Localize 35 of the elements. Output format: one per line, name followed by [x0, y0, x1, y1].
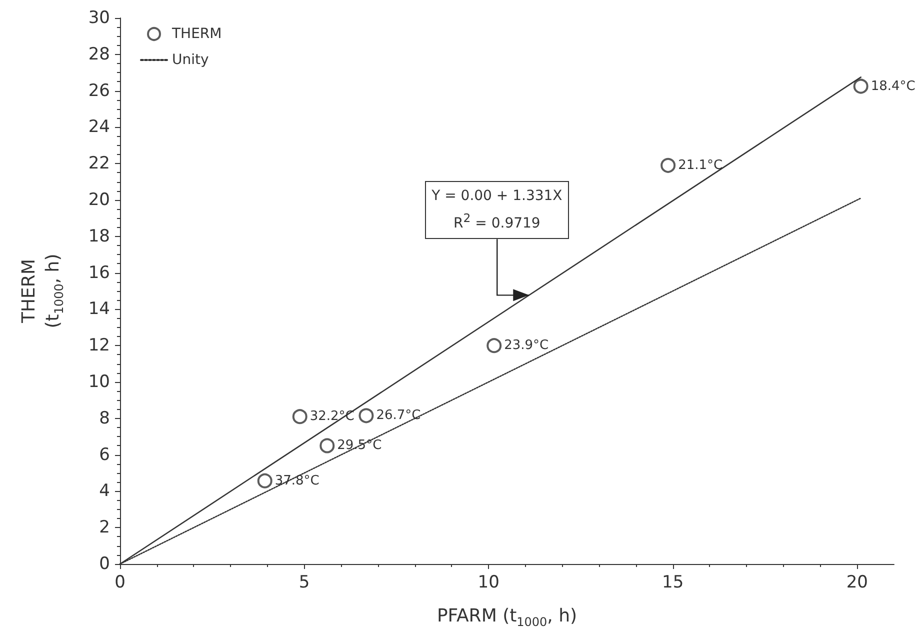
- x-tick-label: 20: [846, 572, 868, 592]
- point: [358, 408, 374, 424]
- y-tick-label: 16: [88, 262, 110, 283]
- legend-label: Unity: [172, 52, 209, 68]
- y-tick-label: 2: [99, 518, 110, 538]
- annotation: 21.1°C: [678, 158, 723, 173]
- y-tick-label: 28: [88, 44, 110, 64]
- annotation: 26.7°C: [376, 408, 421, 424]
- y-tick-label: 6: [99, 444, 110, 465]
- y-tick-label: 0: [99, 554, 110, 574]
- point: [853, 78, 868, 94]
- x-tick-label: 15: [662, 572, 684, 592]
- annotation: 23.9°C: [504, 338, 549, 354]
- annotation: Y = 0.00 + 1.331X R$^{2}$ = 0.9719: [424, 181, 570, 239]
- point: [660, 158, 676, 173]
- point: [292, 409, 308, 424]
- y-tick-label: 26: [88, 80, 110, 101]
- y-tick-label: 8: [99, 408, 110, 428]
- y-tick-label: 30: [88, 8, 110, 28]
- y-tick-label: 22: [88, 154, 110, 174]
- x-tick-label: 5: [298, 572, 310, 592]
- point: [486, 338, 502, 354]
- x-tick-label: 0: [114, 572, 126, 592]
- y-tick-label: 18: [88, 226, 110, 246]
- y-tick-label: 4: [99, 481, 110, 502]
- y-tick-label: 20: [88, 190, 110, 210]
- y-tick-label: 10: [88, 372, 110, 392]
- y-tick-label: 14: [88, 299, 110, 320]
- point: [320, 438, 335, 454]
- annotation: 18.4°C: [870, 78, 916, 94]
- x-tick-label: 10: [478, 572, 500, 592]
- point: [257, 473, 272, 488]
- y-tick-label: 24: [88, 117, 110, 138]
- legend-label: THERM: [171, 26, 222, 42]
- y-tick-label: 12: [88, 336, 110, 356]
